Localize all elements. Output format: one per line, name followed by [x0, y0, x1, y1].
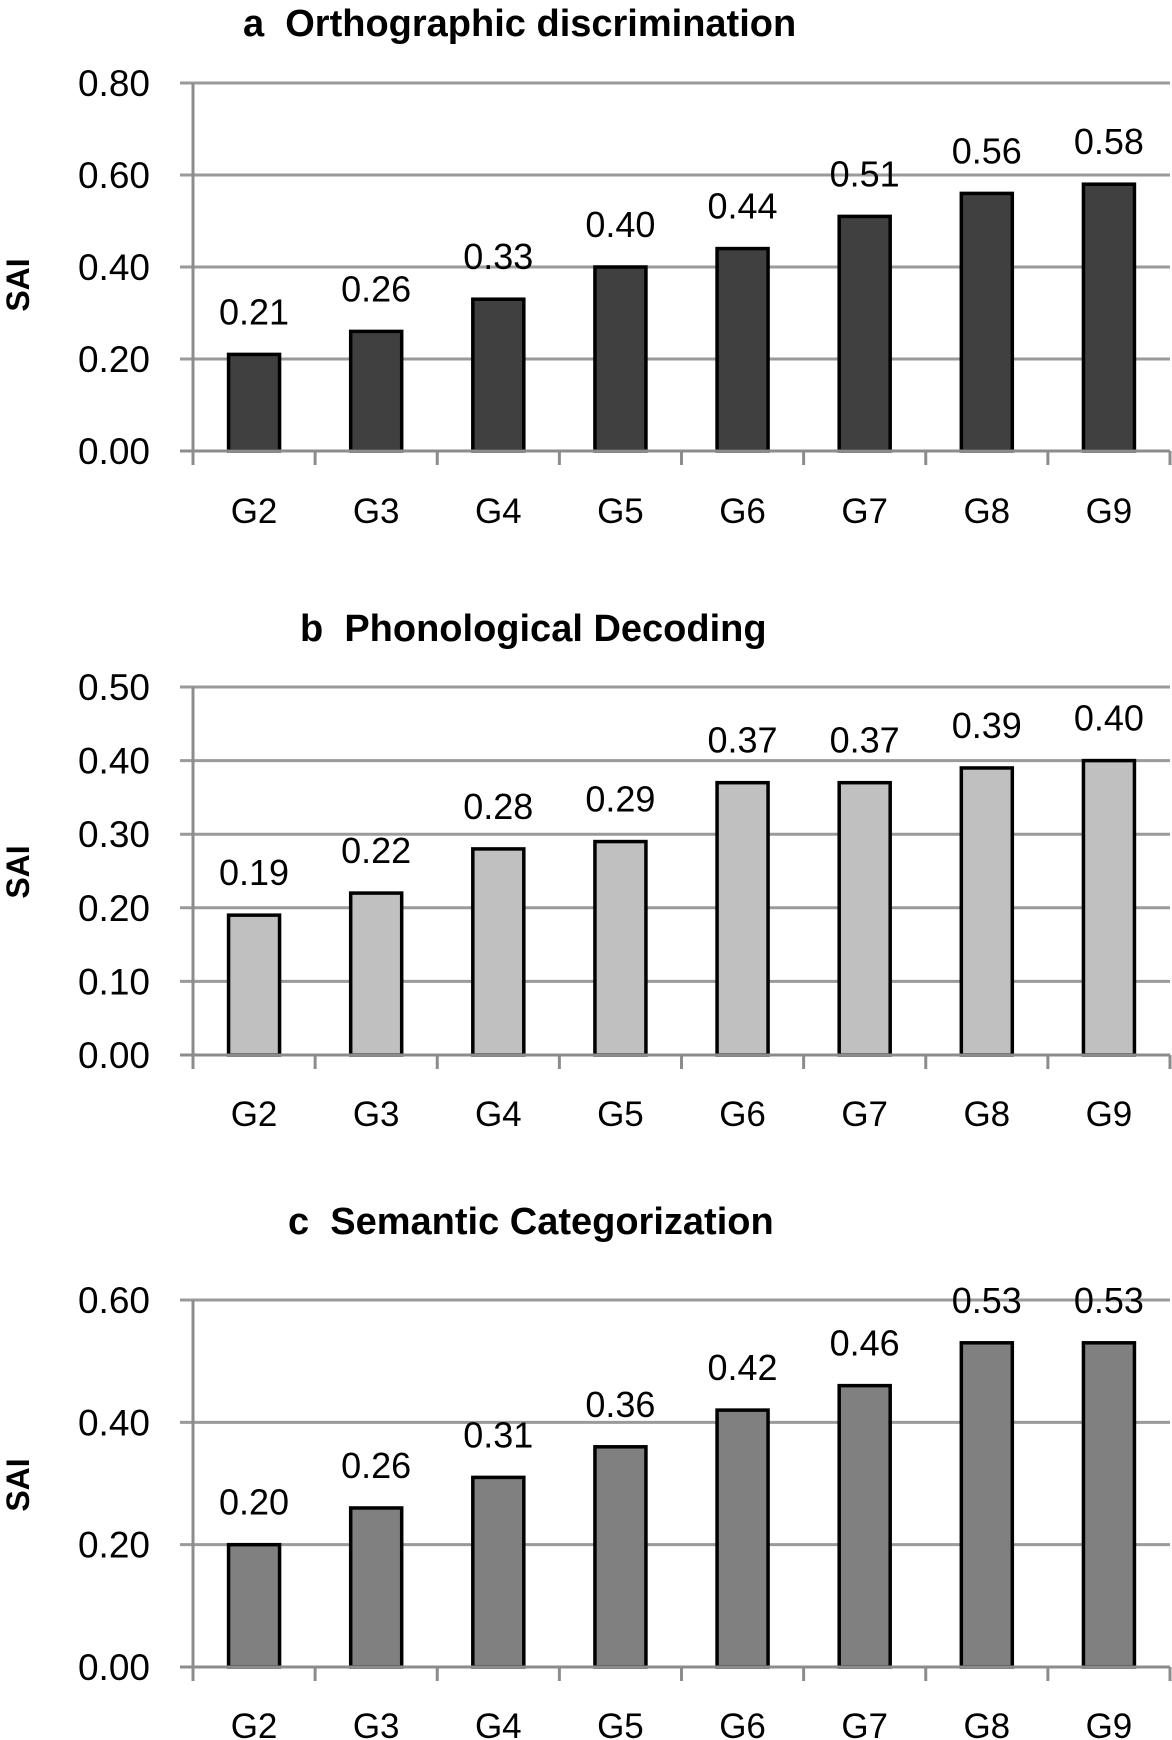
x-tick-label: G2: [231, 1707, 278, 1740]
data-label: 0.28: [463, 786, 533, 827]
bar-g3: [348, 1506, 404, 1669]
y-axis-label: SAI: [0, 1458, 36, 1511]
x-tick-label: G6: [719, 1707, 766, 1740]
bar-g8: [959, 191, 1015, 453]
data-label: 0.36: [585, 1384, 655, 1425]
x-tick-label: G7: [841, 1707, 888, 1740]
data-label: 0.39: [952, 705, 1022, 746]
y-axis-label: SAI: [0, 845, 36, 898]
chart-title: a Orthographic discrimination: [243, 3, 796, 45]
y-tick-label: 0.60: [78, 155, 150, 196]
y-tick-label: 0.50: [78, 667, 150, 708]
data-label: 0.29: [585, 779, 655, 820]
x-tick-label: G5: [597, 492, 644, 531]
data-label: 0.37: [708, 720, 778, 761]
x-tick-label: G7: [841, 492, 888, 531]
data-label: 0.40: [1074, 698, 1144, 739]
data-label: 0.33: [463, 236, 533, 277]
x-tick-label: G4: [475, 1707, 522, 1740]
bar-g7: [837, 1383, 892, 1669]
bar-g5: [593, 839, 648, 1057]
bar-g2: [226, 913, 282, 1057]
bar-g8: [959, 766, 1015, 1057]
x-tick-label: G3: [353, 492, 400, 531]
bar-g7: [837, 214, 892, 453]
bar-g6: [715, 780, 770, 1057]
bar-g9: [1081, 182, 1137, 453]
data-label: 0.26: [341, 1445, 411, 1486]
y-tick-label: 0.00: [78, 1647, 150, 1688]
chart-title: b Phonological Decoding: [300, 608, 767, 650]
data-label: 0.31: [463, 1414, 533, 1455]
bar-g7: [837, 780, 892, 1057]
y-tick-label: 0.20: [78, 1525, 150, 1566]
data-label: 0.22: [341, 830, 411, 871]
data-label: 0.56: [952, 130, 1022, 171]
bar-g5: [593, 1445, 648, 1669]
x-tick-label: G7: [841, 1095, 888, 1134]
data-label: 0.51: [830, 153, 900, 194]
y-tick-label: 0.00: [78, 1035, 150, 1076]
data-label: 0.21: [219, 291, 289, 332]
bar-g4: [471, 1475, 526, 1669]
data-label: 0.53: [1074, 1280, 1144, 1321]
data-label: 0.42: [708, 1347, 778, 1388]
bar-g3: [348, 891, 404, 1057]
x-tick-label: G4: [475, 1095, 522, 1134]
x-tick-label: G8: [963, 492, 1010, 531]
y-tick-label: 0.40: [78, 247, 150, 288]
bar-g6: [715, 1408, 770, 1669]
bar-g2: [226, 352, 282, 453]
x-tick-label: G3: [353, 1095, 400, 1134]
panel-a-orthographic-discrimination: a Orthographic discrimination SAI 0.00 0.…: [0, 3, 1172, 531]
x-tick-label: G3: [353, 1707, 400, 1740]
x-tick-label: G9: [1086, 492, 1133, 531]
y-tick-label: 0.20: [78, 888, 150, 929]
x-tick-label: G2: [231, 1095, 278, 1134]
y-tick-label: 0.10: [78, 961, 150, 1002]
y-tick-label: 0.20: [78, 339, 150, 380]
y-tick-label: 0.40: [78, 741, 150, 782]
data-label: 0.26: [341, 268, 411, 309]
y-tick-label: 0.40: [78, 1402, 150, 1443]
chart-title: c Semantic Categorization: [288, 1201, 774, 1243]
x-tick-label: G2: [231, 492, 278, 531]
x-tick-label: G9: [1086, 1095, 1133, 1134]
data-label: 0.37: [830, 720, 900, 761]
bar-g8: [959, 1341, 1015, 1669]
y-tick-label: 0.30: [78, 814, 150, 855]
data-label: 0.58: [1074, 121, 1144, 162]
data-label: 0.19: [219, 852, 289, 893]
data-label: 0.20: [219, 1482, 289, 1523]
bar-g3: [348, 329, 404, 453]
bar-g5: [593, 265, 648, 453]
y-tick-label: 0.80: [78, 63, 150, 104]
panel-c-semantic-categorization: c Semantic Categorization SAI 0.00 0.20 0.…: [0, 1201, 1172, 1740]
panel-b-phonological-decoding: b Phonological Decoding SAI 0.00 0.10 0.20…: [0, 608, 1172, 1134]
y-tick-label: 0.60: [78, 1280, 150, 1321]
x-tick-label: G6: [719, 1095, 766, 1134]
bar-g9: [1081, 758, 1137, 1057]
x-tick-label: G5: [597, 1707, 644, 1740]
y-axis-label: SAI: [0, 258, 36, 311]
x-tick-label: G5: [597, 1095, 644, 1134]
x-tick-label: G6: [719, 492, 766, 531]
bar-g4: [471, 297, 526, 453]
data-label: 0.46: [830, 1323, 900, 1364]
y-tick-label: 0.00: [78, 431, 150, 472]
bar-g4: [471, 847, 526, 1057]
bar-g2: [226, 1542, 282, 1669]
bar-g9: [1081, 1341, 1137, 1669]
data-label: 0.44: [708, 186, 778, 227]
bar-g6: [715, 246, 770, 453]
x-tick-label: G8: [963, 1707, 1010, 1740]
x-tick-label: G8: [963, 1095, 1010, 1134]
x-tick-label: G4: [475, 492, 522, 531]
x-tick-label: G9: [1086, 1707, 1133, 1740]
data-label: 0.40: [585, 204, 655, 245]
data-label: 0.53: [952, 1280, 1022, 1321]
